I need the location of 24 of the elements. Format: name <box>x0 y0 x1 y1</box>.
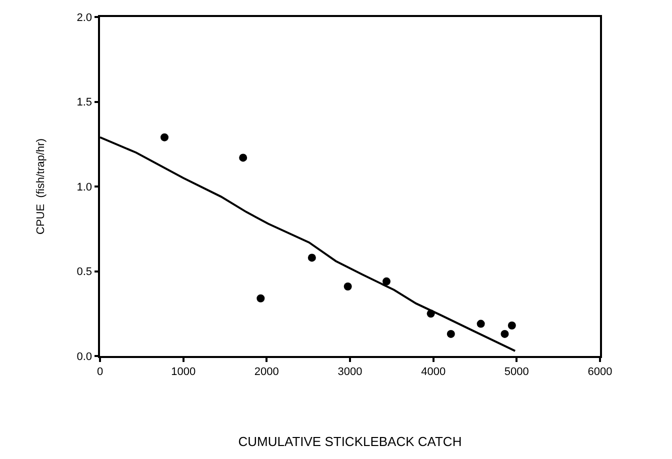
x-tick-label: 2000 <box>254 366 279 378</box>
y-tick-label: 1.5 <box>76 96 92 109</box>
point <box>476 320 485 328</box>
x-tick-label: 6000 <box>588 366 612 378</box>
point <box>239 154 248 162</box>
point <box>160 133 168 142</box>
point <box>256 294 265 302</box>
point <box>500 330 509 338</box>
point <box>382 277 390 286</box>
point <box>446 330 455 338</box>
y-tick-label: 1.0 <box>76 181 92 194</box>
y-tick-label: 0.0 <box>76 350 92 363</box>
x-tick-label: 0 <box>96 366 104 378</box>
x-axis-title: CUMULATIVE STICKLEBACK CATCH <box>238 434 462 450</box>
x-tick-label: 1000 <box>171 366 196 378</box>
point <box>344 282 352 291</box>
x-tick-label: 5000 <box>504 366 529 378</box>
y-tick-label: 0.5 <box>76 266 92 278</box>
x-tick-label: 4000 <box>421 366 446 378</box>
y-tick-label: 2.0 <box>76 12 92 24</box>
point <box>308 254 316 262</box>
point <box>508 321 516 330</box>
x-tick-label: 3000 <box>338 366 362 378</box>
y-axis-title: CPUE (fish/trap/hr) <box>34 138 47 234</box>
